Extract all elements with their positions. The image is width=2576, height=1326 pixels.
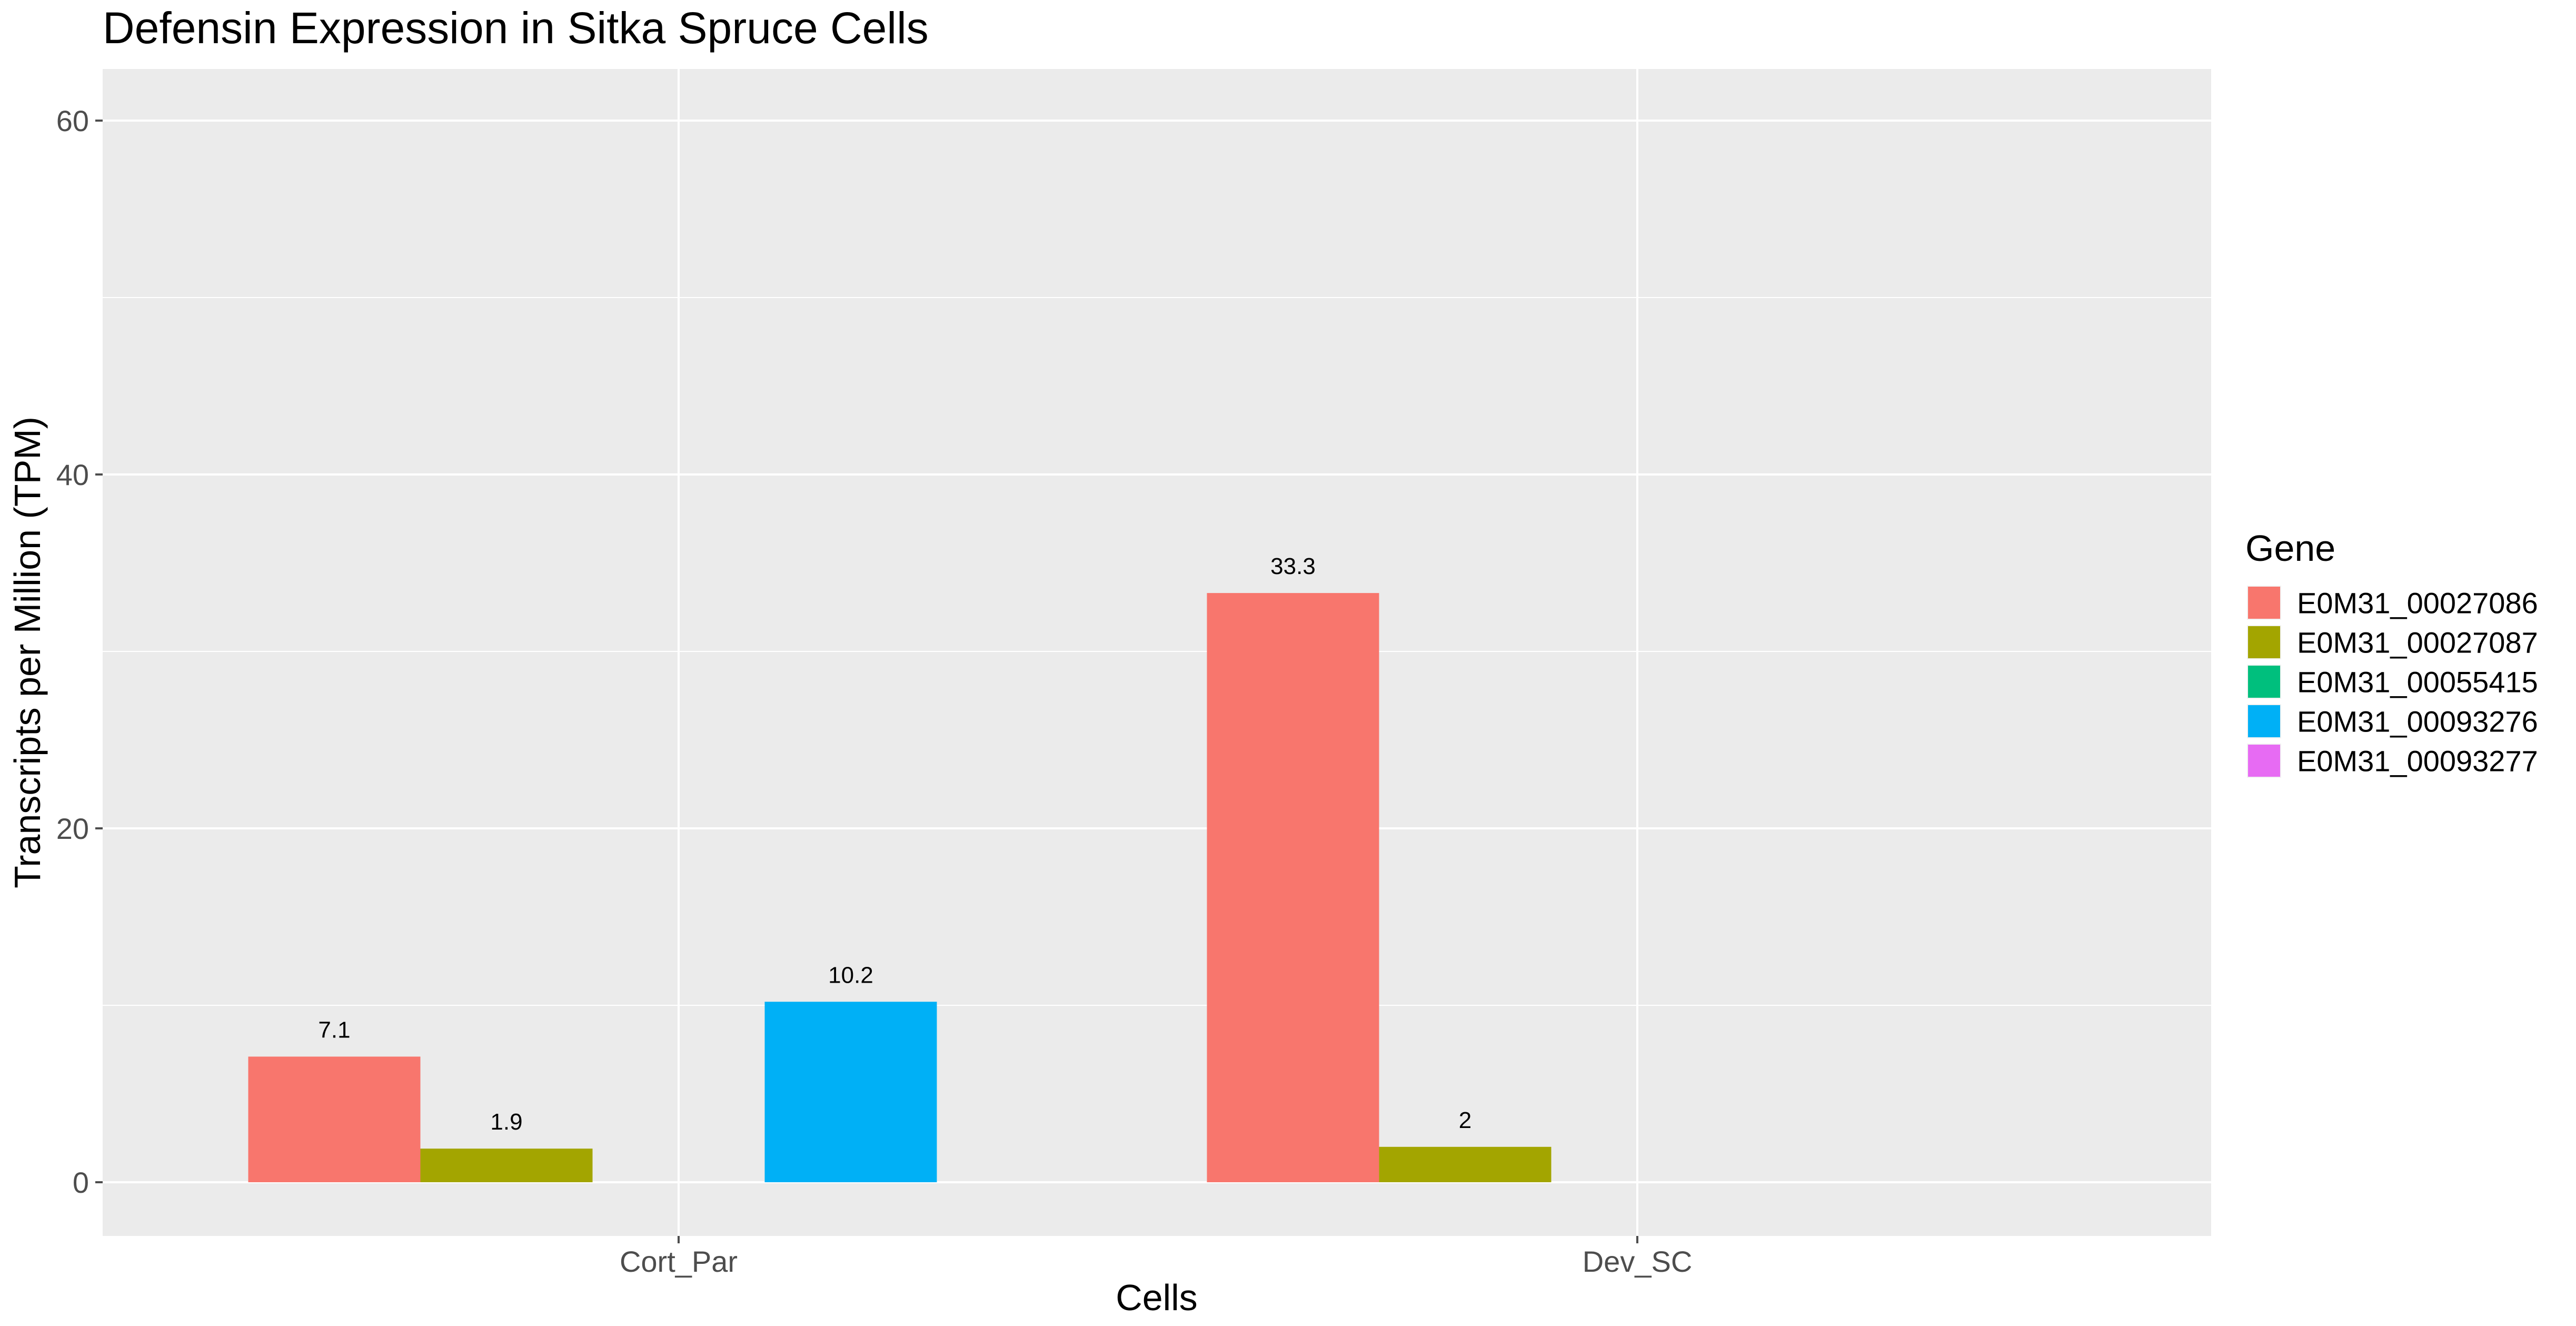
plot-panel [103, 69, 2211, 1236]
legend-swatch [2248, 626, 2280, 658]
bar-value-label: 7.1 [318, 1017, 350, 1043]
x-axis: Cort_Par Dev_SC [620, 1236, 1692, 1278]
y-tick-label: 20 [56, 812, 89, 845]
bar [764, 1002, 937, 1182]
legend-swatch [2248, 745, 2280, 777]
bar-labels: 7.1 1.9 10.2 33.3 2 [318, 553, 1471, 1135]
x-axis-title: Cells [1116, 1277, 1198, 1318]
legend-label: E0M31_00093277 [2297, 745, 2538, 778]
y-tick-label: 40 [56, 458, 89, 491]
bar [248, 1056, 421, 1182]
legend-label: E0M31_00027086 [2297, 587, 2538, 620]
bar [1207, 593, 1379, 1182]
bar-value-label: 2 [1459, 1107, 1471, 1133]
legend-label: E0M31_00027087 [2297, 626, 2538, 659]
x-tick-label: Cort_Par [620, 1245, 738, 1278]
legend-title: Gene [2245, 528, 2335, 569]
x-tick-label: Dev_SC [1583, 1245, 1693, 1278]
bar-value-label: 10.2 [828, 962, 873, 988]
bar [420, 1149, 593, 1182]
legend-swatch [2248, 587, 2280, 619]
y-tick-label: 0 [73, 1166, 89, 1199]
legend-swatch [2248, 666, 2280, 698]
legend-label: E0M31_00093276 [2297, 705, 2538, 738]
chart-title: Defensin Expression in Sitka Spruce Cell… [103, 3, 929, 53]
bar-value-label: 33.3 [1270, 553, 1316, 579]
y-tick-label: 60 [56, 104, 89, 137]
bars [248, 593, 1551, 1182]
bar [1379, 1146, 1551, 1182]
y-axis-title: Transcripts per Million (TPM) [7, 417, 48, 888]
legend-label: E0M31_00055415 [2297, 666, 2538, 699]
y-axis: 0 20 40 60 [56, 104, 103, 1199]
bar-value-label: 1.9 [490, 1109, 522, 1135]
legend: Gene E0M31_00027086 E0M31_00027087 E0M31_0… [2245, 528, 2538, 778]
legend-swatch [2248, 705, 2280, 737]
minor-gridlines [103, 297, 2211, 1006]
